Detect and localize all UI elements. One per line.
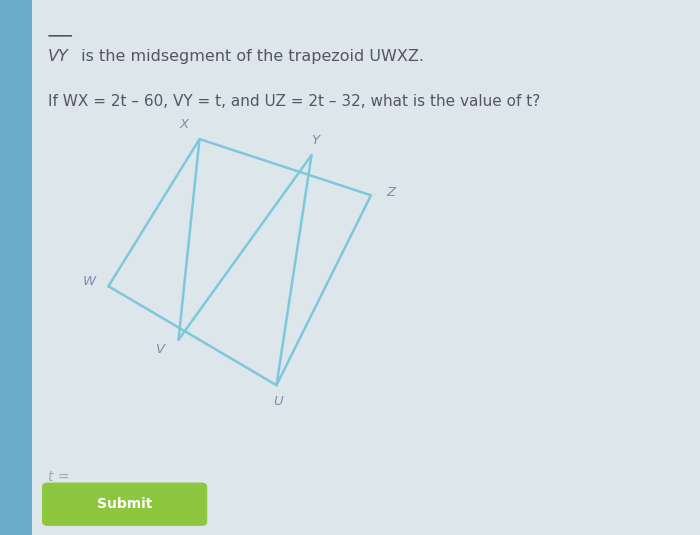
Text: is the midsegment of the trapezoid UWXZ.: is the midsegment of the trapezoid UWXZ. xyxy=(76,49,424,64)
Text: W: W xyxy=(83,276,95,288)
Bar xyxy=(0,0,32,535)
Text: Y: Y xyxy=(311,134,319,147)
Text: Z: Z xyxy=(386,186,396,198)
Text: U: U xyxy=(273,395,283,408)
FancyBboxPatch shape xyxy=(42,483,207,526)
Text: VY: VY xyxy=(48,49,69,64)
Text: Submit: Submit xyxy=(97,497,153,511)
Text: V: V xyxy=(155,343,165,356)
Text: t =: t = xyxy=(48,470,69,484)
Text: If WX = 2t – 60, VY = t, and UZ = 2t – 32, what is the value of t?: If WX = 2t – 60, VY = t, and UZ = 2t – 3… xyxy=(48,94,540,109)
Text: X: X xyxy=(179,118,189,131)
